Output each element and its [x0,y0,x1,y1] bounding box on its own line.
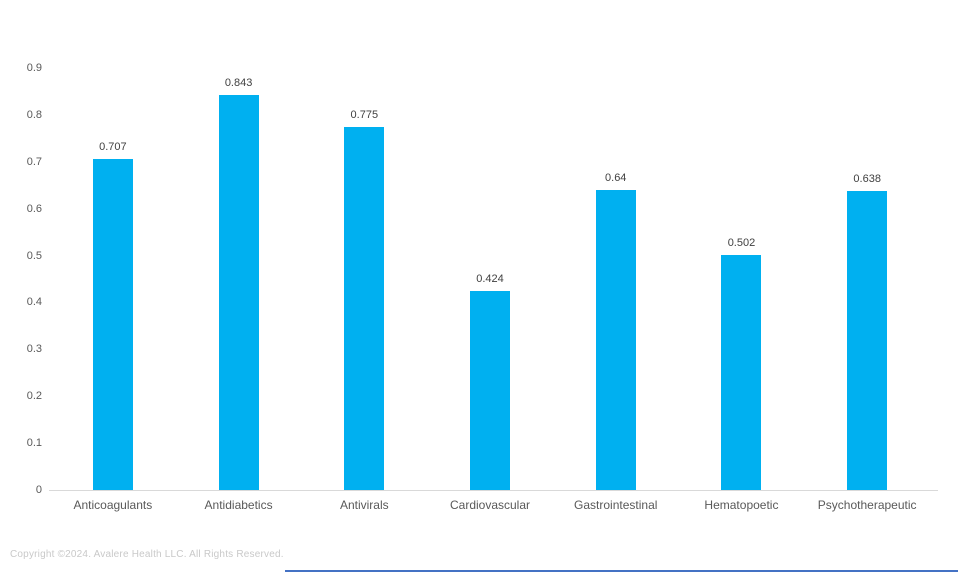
bar-value-label: 0.638 [853,172,881,185]
y-axis-tick-label: 0.2 [26,390,42,403]
bar-column: 0.424 [427,0,553,490]
plot-area: 0.707 0.843 0.775 0.424 0.64 0.502 0.638 [50,0,930,490]
bar-column: 0.502 [679,0,805,490]
bar [595,189,636,490]
footer-rule [285,570,958,572]
x-axis-category-label: Anticoagulants [73,498,153,512]
bar [218,94,259,490]
copyright-text: Copyright ©2024. Avalere Health LLC. All… [10,549,284,560]
bar-column: 0.707 [50,0,176,490]
x-axis-category-label: Antivirals [339,498,389,512]
bar-column: 0.64 [553,0,679,490]
y-axis-tick-label: 0.7 [26,155,42,168]
x-axis-category-label: Gastrointestinal [574,498,658,512]
bar-column: 0.843 [176,0,302,490]
bar-value-label: 0.775 [350,108,379,121]
y-axis-tick-label: 0.4 [26,296,42,309]
bar [847,190,888,490]
bar-value-label: 0.843 [224,76,253,89]
x-axis-category-label: Hematopoetic [704,498,779,512]
bar [344,126,385,490]
y-axis: 0 0.1 0.2 0.3 0.4 0.5 0.6 0.7 0.8 0.9 [0,0,42,576]
y-axis-tick-label: 0.5 [26,249,42,262]
bar [721,254,762,490]
bar-value-label: 0.502 [727,236,756,249]
bar-column: 0.638 [804,0,930,490]
x-axis-labels: Anticoagulants Antidiabetics Antivirals Car… [50,498,930,512]
x-axis-category-label: Psychotherapeutic [817,498,917,512]
y-axis-tick-label: 0.9 [26,62,42,74]
x-axis-line [49,490,938,491]
bar [470,291,511,490]
bar-value-label: 0.64 [605,171,627,184]
y-axis-tick-label: 0 [35,484,42,496]
y-axis-tick-label: 0.6 [26,202,42,215]
y-axis-tick-label: 0.8 [26,108,42,121]
x-axis-category-label: Antidiabetics [204,498,273,512]
y-axis-tick-label: 0.1 [26,437,42,450]
bar-column: 0.775 [301,0,427,490]
y-axis-tick-label: 0.3 [26,343,42,356]
bar-value-label: 0.707 [99,140,127,153]
x-axis-category-label: Cardiovascular [449,498,531,512]
bar [92,158,133,490]
bar-value-label: 0.424 [476,273,504,286]
